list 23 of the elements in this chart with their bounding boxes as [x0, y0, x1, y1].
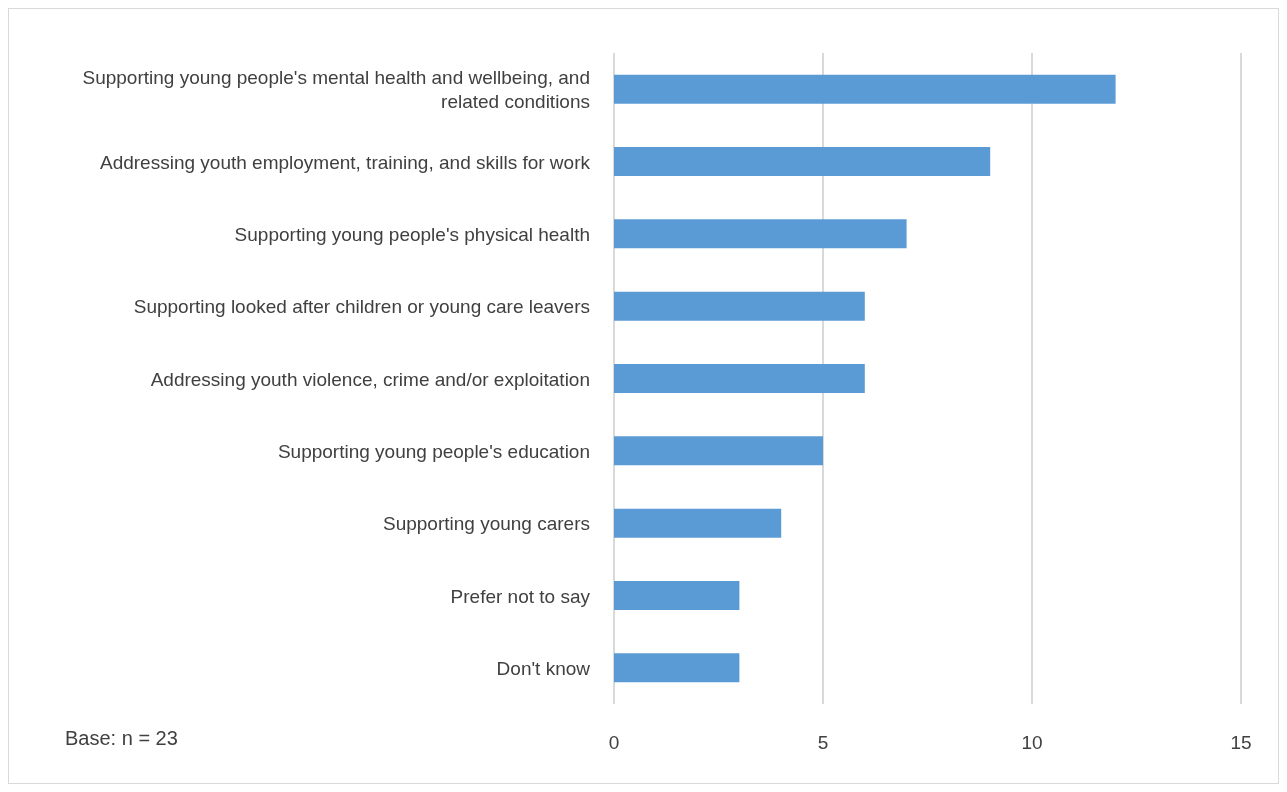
bar [614, 74, 1116, 104]
y-tick-label: Supporting young people's education [277, 440, 590, 462]
bar [614, 581, 740, 611]
y-tick-label: Don't know [496, 657, 591, 679]
y-tick-label: Addressing youth employment, training, and skills for work [99, 151, 591, 172]
x-tick-label: 5 [817, 732, 829, 754]
x-tick-label: 0 [608, 732, 620, 754]
y-tick-label: Prefer not to say [450, 585, 591, 606]
y-tick-label: Supporting young people's mental health and wellbeing, and related conditions [82, 66, 590, 112]
text: Base: n = 23 [65, 727, 178, 750]
y-tick-label: Supporting young carers [382, 512, 590, 534]
x-tick-label: 10 [1021, 732, 1043, 754]
y-tick-label: Addressing youth violence, crime and/or exploitation [150, 368, 590, 389]
y-tick-label: Supporting young people's physical health [234, 223, 590, 245]
bar [614, 147, 991, 177]
y-tick-label: Supporting looked after children or young care leavers [133, 295, 590, 317]
x-tick-label: 15 [1230, 732, 1252, 754]
bar [614, 291, 865, 321]
bar [614, 436, 823, 466]
bar [614, 364, 865, 394]
bar [614, 653, 740, 683]
bar [614, 508, 782, 538]
bar [614, 219, 907, 249]
